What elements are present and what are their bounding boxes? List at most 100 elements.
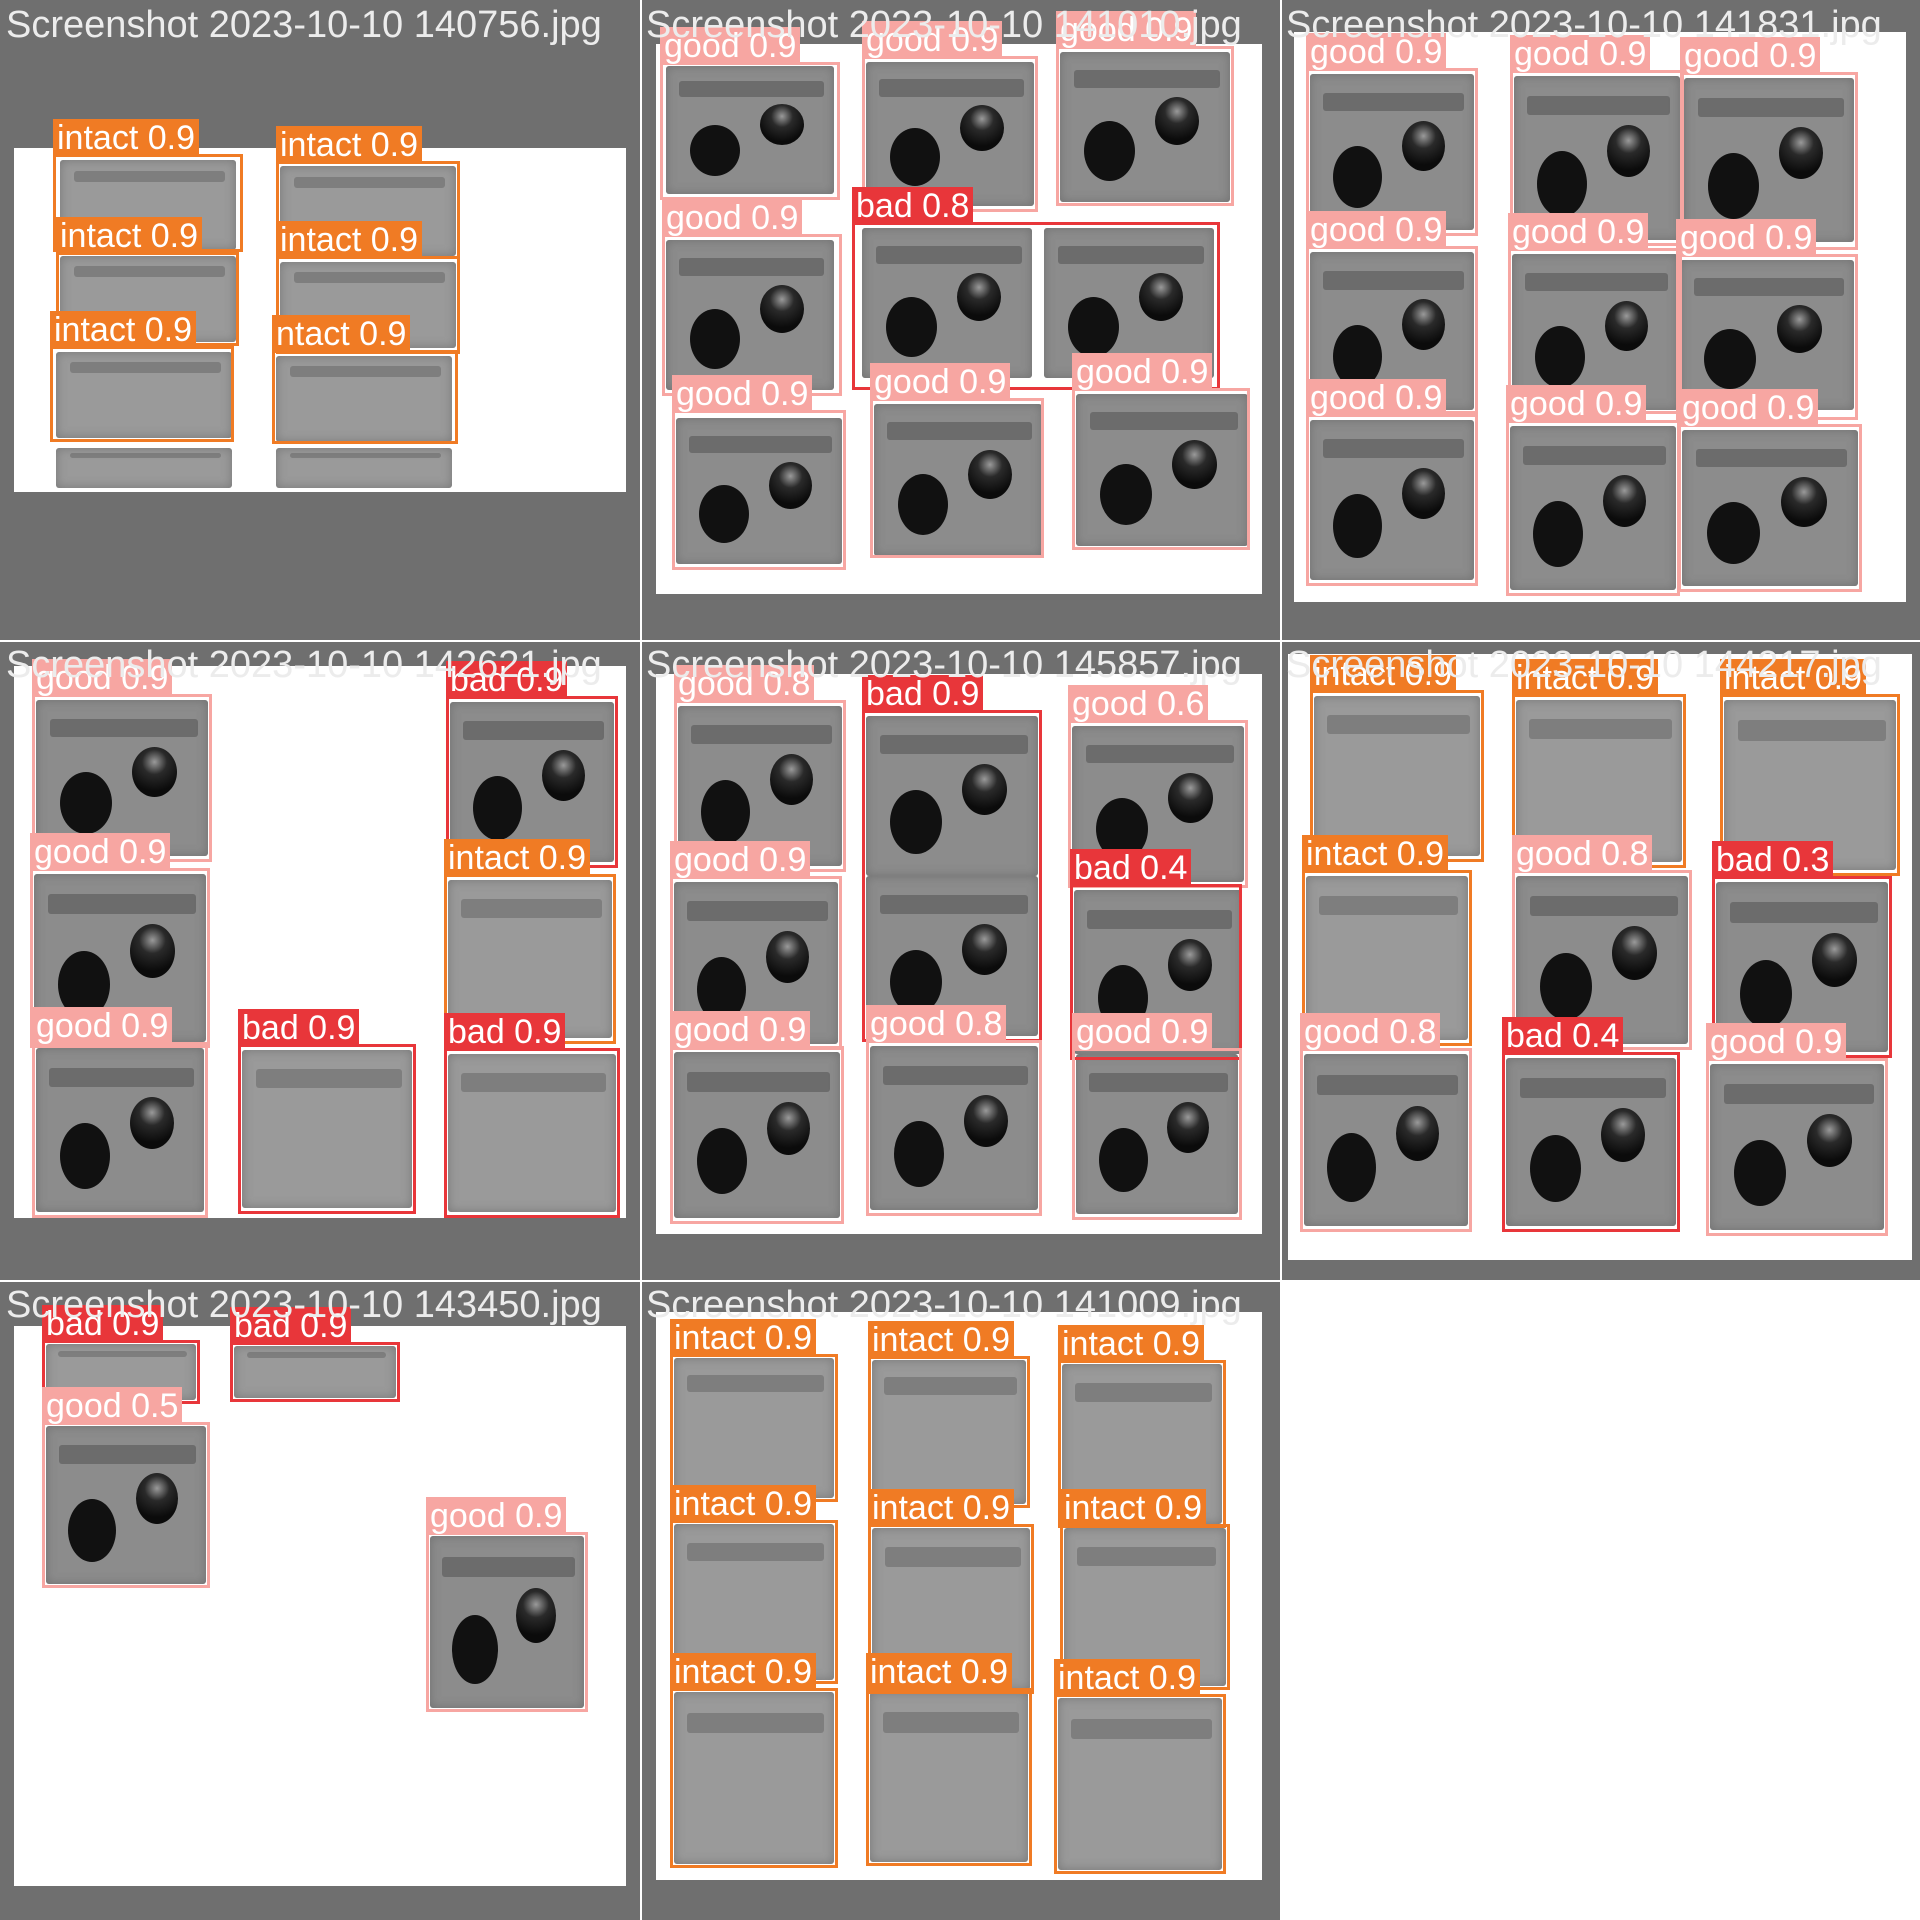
chip-band [1317, 1074, 1459, 1096]
chip-image [866, 62, 1034, 206]
intact-chip-image [1314, 696, 1480, 856]
chip-band [1529, 896, 1678, 917]
detection-label: good 0.8 [674, 665, 815, 703]
defect-dot [689, 124, 740, 176]
mosaic-tile: Screenshot 2023-10-10 143450.jpg bad 0.9 b… [0, 1280, 640, 1920]
chip-band [461, 898, 603, 918]
defect-dot [1602, 475, 1646, 528]
chip-band [1693, 278, 1844, 296]
chip-image [1506, 1058, 1676, 1226]
detection-box-intact: intact 0.9 [50, 311, 234, 442]
chip-image [870, 1046, 1038, 1210]
detection-label: bad 0.9 [238, 1009, 360, 1047]
chip-band [463, 721, 605, 741]
detection-box-good: good 0.8 [674, 665, 846, 872]
intact-chip-image [448, 1054, 616, 1212]
defect-dot [962, 924, 1008, 975]
chip-band [686, 1712, 825, 1734]
defect-dot [1100, 463, 1153, 525]
chip-image [866, 716, 1038, 876]
defect-dot [1706, 501, 1760, 564]
detection-label: good 0.9 [660, 27, 801, 65]
defect-dot [135, 1473, 178, 1525]
chip-band [70, 452, 222, 458]
chip-band [686, 1542, 825, 1562]
defect-dot [957, 273, 1002, 321]
intact-chip-image [234, 1346, 396, 1398]
detection-label: good 0.9 [32, 659, 173, 697]
chip-band [294, 176, 446, 188]
defect-dot [1537, 151, 1588, 218]
chip-band [1323, 439, 1465, 459]
detection-label: good 0.8 [1300, 1013, 1441, 1051]
detection-box-good: good 0.9 [672, 375, 846, 570]
defect-dot [1166, 1102, 1209, 1153]
defect-dot [1533, 501, 1584, 568]
defect-dot [760, 104, 805, 146]
detection-box-intact: intact 0.9 [670, 1485, 838, 1684]
intact-chip-image [276, 448, 452, 488]
chip-band [1076, 1546, 1217, 1566]
chip-image [1514, 76, 1680, 240]
detection-label: good 0.9 [1056, 11, 1197, 49]
detection-box-intact: intact 0.9 [670, 1653, 838, 1868]
chip-image [676, 418, 842, 564]
detection-label: intact 0.9 [53, 119, 199, 157]
defect-dot [696, 956, 746, 1022]
defect-dot [68, 1498, 117, 1562]
detection-label: good 0.9 [862, 21, 1003, 59]
defect-dot [964, 1095, 1009, 1148]
detection-box-bad: bad 0.8 [852, 187, 1220, 390]
detection-label: intact 0.9 [444, 839, 590, 877]
detection-box-bad: bad 0.9 [446, 661, 618, 868]
defect-dot [1155, 97, 1200, 145]
detection-label: bad 0.3 [1712, 841, 1834, 879]
defect-dot [1535, 325, 1586, 388]
detection-box-good: good 0.8 [866, 1005, 1042, 1216]
detection-label: intact 0.9 [1720, 659, 1866, 697]
detection-label: intact 0.9 [56, 217, 202, 255]
detection-box-good: good 0.9 [1680, 37, 1858, 250]
chip-band [1519, 1078, 1666, 1099]
detection-box-bad: bad 0.4 [1502, 1017, 1680, 1232]
chip-band [290, 366, 442, 377]
chip-image [1060, 52, 1230, 202]
intact-chip-image [242, 1050, 412, 1208]
defect-dot [893, 1121, 944, 1188]
chip-band [442, 1556, 575, 1578]
defect-dot [962, 764, 1008, 815]
chip-band [1525, 272, 1669, 292]
chip-band [290, 452, 442, 458]
detection-label: bad 0.9 [230, 1307, 352, 1345]
detection-label: intact 0.9 [868, 1489, 1014, 1527]
detection-box-bad: bad 0.9 [238, 1009, 416, 1214]
defect-dot [1704, 329, 1757, 389]
chip-band [1697, 97, 1844, 118]
tile-filename: Screenshot 2023-10-10 143450.jpg [6, 1284, 602, 1326]
detection-label: intact 0.9 [1060, 1489, 1206, 1527]
defect-dot [1604, 300, 1648, 351]
intact-chip-image [1306, 876, 1468, 1040]
defect-dot [1067, 297, 1119, 357]
detection-label: intact 0.9 [1058, 1325, 1204, 1363]
chip-image [1510, 426, 1676, 590]
detection-box-good: good 0.6 [1068, 685, 1248, 888]
detection-box-good: good 0.9 [1676, 219, 1858, 420]
defect-dot [689, 309, 740, 369]
detection-label: good 0.9 [1306, 211, 1447, 249]
detection-label: bad 0.9 [446, 661, 568, 699]
defect-dot [1401, 468, 1445, 519]
tile-filename: Screenshot 2023-10-10 141009.jpg [646, 1284, 1242, 1326]
detection-label: good 0.9 [1072, 1013, 1213, 1051]
detection-box-good: good 0.9 [660, 27, 840, 200]
detection-label: intact 0.9 [866, 1653, 1012, 1691]
chip-band [1527, 95, 1671, 116]
defect-dot [1529, 1135, 1581, 1203]
grid-divider [640, 0, 642, 1920]
chip-band [74, 266, 226, 277]
detection-label: good 0.9 [426, 1497, 567, 1535]
chip-band [1074, 1383, 1213, 1403]
detection-box-intact: intact 0.9 [1310, 655, 1484, 862]
detection-box-intact: intact 0.9 [1058, 1325, 1226, 1528]
chip-image [1076, 1054, 1238, 1214]
